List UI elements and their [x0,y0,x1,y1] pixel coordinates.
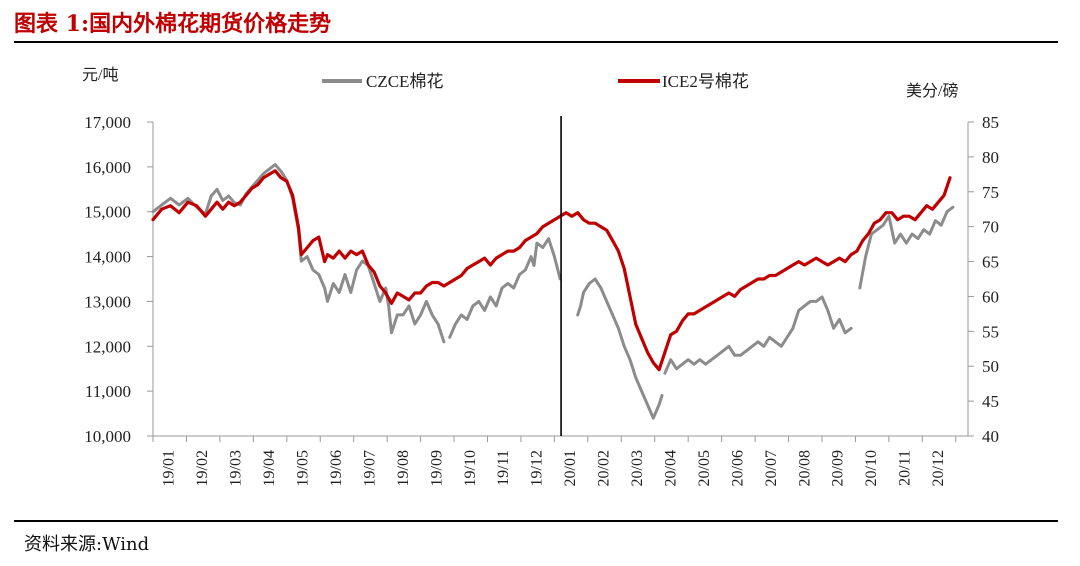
left-tick-label: 12,000 [84,337,131,356]
x-tick-label: 20/01 [562,450,579,486]
right-tick-label: 60 [982,287,999,306]
left-tick-label: 14,000 [84,248,131,267]
x-tick-label: 20/02 [596,450,613,486]
czce-line-segment [663,295,853,375]
x-tick-label: 20/05 [696,450,713,486]
x-tick-label: 19/04 [261,450,278,486]
x-axis: 19/01 19/02 19/03 19/04 19/05 19/06 19/07 19/08… [152,435,968,486]
right-tick-label: 70 [982,218,999,237]
bottom-divider [14,520,1058,522]
x-tick-label: 20/06 [729,450,746,486]
legend: CZCE棉花 ICE2号棉花 [322,72,749,91]
x-tick-label: 19/06 [328,450,345,486]
x-tick-label: 19/10 [462,450,479,486]
left-tick-label: 11,000 [85,382,131,401]
x-tick-label: 19/11 [495,450,512,486]
series-czce [151,163,955,420]
left-y-axis: 10,000 11,000 12,000 13,000 14,000 15,000 16,0… [84,113,154,446]
x-tick-label: 20/11 [897,450,914,486]
right-tick-label: 40 [982,427,999,446]
x-tick-label: 20/04 [662,450,679,486]
ice-line-segment [151,169,952,372]
czce-line-segment [858,205,955,290]
left-tick-label: 17,000 [84,113,131,132]
series-ice [151,169,952,372]
x-tick-label: 20/09 [830,450,847,486]
x-tick-label: 20/10 [863,450,880,486]
right-y-axis: 40 45 50 55 60 65 70 75 80 85 [967,113,999,446]
czce-line-segment [448,237,562,339]
czce-line-segment [576,277,664,420]
series-layer [151,163,955,420]
left-tick-label: 16,000 [84,158,131,177]
x-tick-label: 19/01 [161,450,178,486]
x-tick-label: 19/12 [529,450,546,486]
legend-label-czce: CZCE棉花 [366,72,443,91]
right-tick-label: 55 [982,322,999,341]
right-tick-label: 65 [982,253,999,272]
x-tick-label: 20/07 [763,450,780,486]
right-axis-unit: 美分/磅 [906,82,958,100]
left-axis-unit: 元/吨 [82,66,118,84]
x-tick-label: 20/08 [796,450,813,486]
right-tick-label: 50 [982,357,999,376]
left-tick-label: 15,000 [84,203,131,222]
right-tick-label: 85 [982,113,999,132]
top-divider [14,41,1058,43]
x-tick-label: 19/05 [295,450,312,486]
right-tick-label: 75 [982,183,999,202]
x-tick-label: 20/12 [930,450,947,486]
x-tick-label: 19/08 [395,450,412,486]
x-tick-label: 19/09 [428,450,445,486]
x-tick-label: 19/03 [228,450,245,486]
right-tick-label: 80 [982,148,999,167]
legend-label-ice: ICE2号棉花 [662,72,749,91]
x-tick-label: 19/07 [361,450,378,486]
x-tick-label: 20/03 [629,450,646,486]
right-tick-label: 45 [982,392,999,411]
source-note: 资料来源:Wind [24,534,150,555]
czce-line-segment [151,163,446,344]
x-tick-label: 19/02 [194,450,211,486]
left-tick-label: 10,000 [84,427,131,446]
chart-title: 图表 1:国内外棉花期货价格走势 [14,11,332,37]
left-tick-label: 13,000 [84,292,131,311]
cotton-futures-chart: 元/吨 美分/磅 CZCE棉花 ICE2号棉花 10,000 11,000 12,0… [82,66,999,486]
